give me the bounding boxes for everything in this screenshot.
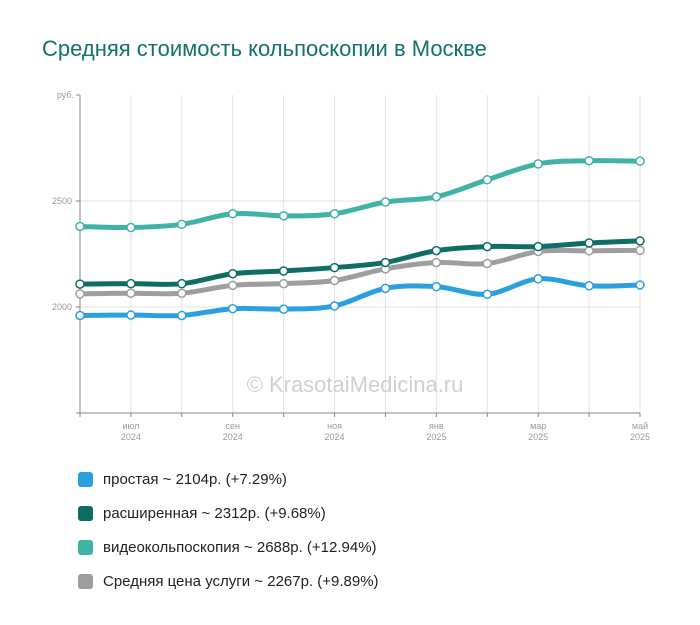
legend-swatch bbox=[78, 505, 93, 521]
data-point bbox=[380, 197, 391, 207]
data-point bbox=[126, 288, 136, 298]
data-point bbox=[482, 241, 493, 252]
data-point bbox=[278, 304, 289, 314]
data-point bbox=[482, 258, 493, 269]
watermark: © KrasotaiMedicina.ru bbox=[247, 372, 464, 397]
data-point bbox=[177, 219, 187, 230]
data-point bbox=[177, 278, 187, 289]
legend-swatch bbox=[78, 539, 93, 555]
y-unit-label: руб. bbox=[57, 90, 74, 100]
x-tick-label-month: мар bbox=[530, 421, 546, 431]
data-point bbox=[584, 246, 594, 256]
series-line bbox=[77, 247, 643, 297]
data-point bbox=[635, 236, 645, 246]
data-point bbox=[584, 155, 594, 166]
data-point bbox=[482, 175, 493, 185]
y-tick-label: 2500 bbox=[52, 196, 72, 206]
x-tick-label-month: янв bbox=[429, 421, 444, 431]
legend-swatch bbox=[78, 471, 93, 487]
data-point bbox=[431, 281, 442, 292]
data-point bbox=[227, 303, 238, 314]
data-point bbox=[75, 279, 85, 289]
axis-labels: 20002500руб.июл2024сен2024ноя2024янв2025… bbox=[52, 90, 650, 442]
data-point bbox=[533, 274, 543, 284]
axes bbox=[76, 94, 641, 417]
data-point bbox=[635, 156, 645, 166]
data-point bbox=[431, 257, 442, 268]
data-point bbox=[227, 268, 238, 279]
legend-swatch bbox=[78, 573, 93, 589]
legend-label: Средняя цена услуги ~ 2267р. (+9.89%) bbox=[103, 572, 379, 590]
series-line bbox=[77, 158, 643, 231]
x-tick-label-year: 2025 bbox=[528, 432, 548, 442]
data-point bbox=[380, 257, 391, 268]
series-0 bbox=[75, 274, 645, 321]
legend-item[interactable]: расширенная ~ 2312р. (+9.68%) bbox=[78, 496, 379, 530]
data-point bbox=[126, 222, 136, 233]
x-tick-label-month: ноя bbox=[327, 421, 342, 431]
legend-item[interactable]: Средняя цена услуги ~ 2267р. (+9.89%) bbox=[78, 564, 379, 598]
x-tick-label-year: 2025 bbox=[630, 432, 650, 442]
data-point bbox=[584, 281, 594, 291]
data-point bbox=[75, 310, 85, 321]
data-point bbox=[75, 221, 85, 232]
data-point bbox=[329, 262, 340, 273]
data-point bbox=[635, 245, 645, 256]
x-tick-label-year: 2024 bbox=[325, 432, 345, 442]
x-tick-label-year: 2025 bbox=[426, 432, 446, 442]
data-point bbox=[75, 289, 85, 299]
legend-label: расширенная ~ 2312р. (+9.68%) bbox=[103, 504, 326, 522]
legend: простая ~ 2104р. (+7.29%) расширенная ~ 2… bbox=[78, 462, 379, 598]
series bbox=[75, 155, 645, 321]
data-point bbox=[431, 192, 442, 202]
data-point bbox=[177, 310, 187, 321]
data-point bbox=[278, 211, 289, 221]
data-point bbox=[227, 208, 238, 219]
data-point bbox=[126, 278, 136, 289]
data-point bbox=[329, 208, 340, 219]
x-tick-label-month: июл bbox=[122, 421, 139, 431]
data-point bbox=[482, 289, 493, 300]
data-point bbox=[126, 310, 136, 320]
data-point bbox=[584, 238, 594, 248]
data-point bbox=[278, 266, 289, 276]
legend-label: простая ~ 2104р. (+7.29%) bbox=[103, 470, 287, 488]
legend-label: видеокольпоскопия ~ 2688р. (+12.94%) bbox=[103, 538, 377, 556]
data-point bbox=[177, 288, 187, 298]
x-tick-label-month: май bbox=[632, 421, 648, 431]
series-1 bbox=[75, 236, 645, 289]
series-2 bbox=[75, 155, 645, 233]
x-tick-label-year: 2024 bbox=[121, 432, 141, 442]
line-chart: 20002500руб.июл2024сен2024ноя2024янв2025… bbox=[52, 90, 650, 442]
data-point bbox=[533, 159, 543, 169]
x-tick-label-year: 2024 bbox=[223, 432, 243, 442]
data-point bbox=[533, 241, 543, 252]
y-tick-label: 2000 bbox=[52, 302, 72, 312]
x-tick-label-month: сен bbox=[225, 421, 240, 431]
legend-item[interactable]: видеокольпоскопия ~ 2688р. (+12.94%) bbox=[78, 530, 379, 564]
chart-title: Средняя стоимость кольпоскопии в Москве bbox=[42, 36, 487, 61]
data-point bbox=[329, 301, 340, 311]
data-point bbox=[278, 278, 289, 289]
data-point bbox=[635, 280, 645, 290]
data-point bbox=[329, 275, 340, 286]
grid bbox=[79, 95, 641, 413]
data-point bbox=[227, 280, 238, 291]
series-3 bbox=[75, 245, 645, 299]
legend-item[interactable]: простая ~ 2104р. (+7.29%) bbox=[78, 462, 379, 496]
data-point bbox=[380, 283, 391, 294]
data-point bbox=[431, 245, 442, 256]
